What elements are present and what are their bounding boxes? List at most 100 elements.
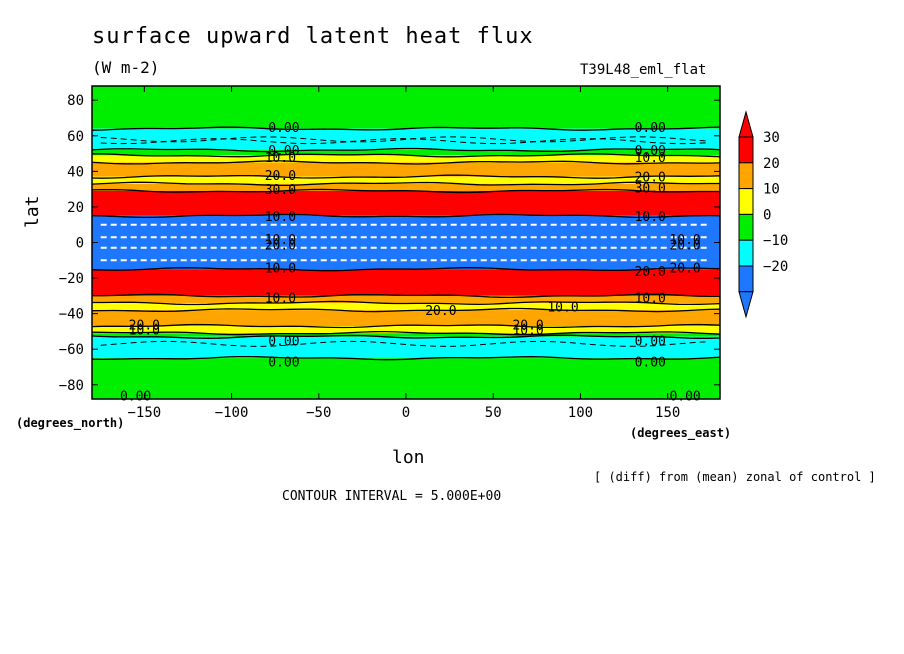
contour-label-28: 0.00 bbox=[635, 334, 666, 349]
contour-label-14: 20.0 bbox=[265, 238, 296, 253]
lat-band-16 bbox=[92, 358, 720, 399]
contour-label-23: 20.0 bbox=[129, 318, 160, 333]
contour-label-4: 10.0 bbox=[265, 151, 296, 166]
contour-interval: CONTOUR INTERVAL = 5.000E+00 bbox=[282, 489, 502, 504]
contour-label-22: 20.0 bbox=[425, 304, 456, 319]
lat-band-3 bbox=[92, 155, 720, 163]
contour-label-7: 20.0 bbox=[635, 171, 666, 186]
contour-lines-group bbox=[91, 126, 721, 361]
lat-band-4 bbox=[92, 162, 720, 177]
contour-line-4 bbox=[91, 174, 721, 179]
y-tick-label: −80 bbox=[59, 378, 84, 394]
colorbar-low-arrow bbox=[738, 291, 754, 319]
y-tick-label: 0 bbox=[76, 236, 84, 252]
contour-label-6: 20.0 bbox=[265, 169, 296, 184]
y-tick-label: −20 bbox=[59, 271, 84, 287]
y-unit-label: (degrees_north) bbox=[16, 416, 125, 430]
colorbar-segment-1 bbox=[738, 162, 754, 190]
contour-line-15 bbox=[91, 355, 721, 361]
x-axis-label: lon bbox=[392, 447, 425, 468]
chart-units: (W m-2) bbox=[92, 58, 160, 77]
contour-label-29: 0.00 bbox=[268, 356, 299, 371]
dashed-contour-1 bbox=[100, 138, 708, 145]
y-tick-label: 40 bbox=[67, 164, 84, 180]
y-tick-label: 60 bbox=[67, 129, 84, 145]
diff-note: [ (diff) from (mean) zonal of control ] bbox=[594, 470, 876, 484]
lat-band-12 bbox=[92, 310, 720, 327]
x-unit-label: (degrees_east) bbox=[630, 426, 732, 440]
contour-label-10: 10.0 bbox=[265, 210, 296, 225]
contour-line-3 bbox=[91, 160, 721, 165]
x-tick-label: 50 bbox=[485, 405, 502, 421]
colorbar-segment-5 bbox=[738, 265, 754, 293]
contour-label-17: 20.0 bbox=[635, 265, 666, 280]
lat-band-11 bbox=[92, 302, 720, 311]
y-tick-label: 80 bbox=[67, 93, 84, 109]
y-ticks-group: 80 60 40 20 0 −20 −40 −60 −80 bbox=[59, 93, 720, 394]
contour-label-24: 20.0 bbox=[512, 318, 543, 333]
colorbar-high-arrow bbox=[738, 110, 754, 138]
x-tick-label: −100 bbox=[215, 405, 249, 421]
colorbar-label: −10 bbox=[763, 233, 788, 249]
colorbar-segment-0 bbox=[738, 136, 754, 164]
y-tick-label: −60 bbox=[59, 342, 84, 358]
contour-label-26: 10.0 bbox=[512, 324, 543, 339]
contour-line-14 bbox=[91, 334, 721, 339]
contour-label-31: 0.00 bbox=[120, 389, 151, 404]
lat-band-6 bbox=[92, 183, 720, 191]
contour-line-2 bbox=[91, 153, 721, 158]
contour-line-6 bbox=[91, 188, 720, 194]
lat-band-15 bbox=[92, 336, 720, 359]
contour-label-32: 0.00 bbox=[669, 389, 700, 404]
contour-line-9 bbox=[92, 293, 720, 299]
lat-band-0 bbox=[92, 86, 720, 129]
colorbar-label: 20 bbox=[763, 156, 780, 172]
x-tick-label: 150 bbox=[655, 405, 680, 421]
model-label: T39L48_eml_flat bbox=[580, 62, 707, 78]
contour-label-16: 10.0 bbox=[265, 261, 296, 276]
contour-label-12: 10.0 bbox=[265, 233, 296, 248]
lat-band-13 bbox=[92, 326, 720, 334]
colorbar-segment-3 bbox=[738, 213, 754, 241]
contour-label-8: 30.0 bbox=[265, 183, 296, 198]
colorbar-segment-4 bbox=[738, 239, 754, 267]
contour-label-11: 10.0 bbox=[635, 210, 666, 225]
lat-band-5 bbox=[92, 176, 720, 184]
x-ticks-group: −150 −100 −50 0 50 100 150 bbox=[127, 86, 680, 421]
contour-label-20: 10.0 bbox=[635, 292, 666, 307]
colorbar-label: 10 bbox=[763, 182, 780, 198]
colorbar-label: −20 bbox=[763, 259, 788, 275]
contour-line-10 bbox=[92, 300, 721, 306]
contour-label-21: 10.0 bbox=[547, 301, 578, 316]
dashed-contour-0 bbox=[100, 136, 708, 143]
x-tick-label: 0 bbox=[402, 405, 410, 421]
contour-label-25: 10.0 bbox=[129, 324, 160, 339]
lat-band-7 bbox=[92, 190, 720, 216]
lat-band-9 bbox=[92, 269, 720, 296]
contour-label-2: 0.00 bbox=[268, 144, 299, 159]
contour-label-15: 20.0 bbox=[669, 238, 700, 253]
lat-band-10 bbox=[92, 295, 720, 303]
contour-line-0 bbox=[91, 126, 721, 131]
contour-label-1: 0.00 bbox=[635, 121, 666, 136]
x-tick-label: −50 bbox=[306, 405, 331, 421]
contour-label-30: 0.00 bbox=[635, 356, 666, 371]
contour-line-13 bbox=[91, 330, 721, 336]
y-tick-label: −40 bbox=[59, 307, 84, 323]
contour-line-12 bbox=[91, 323, 721, 329]
contour-label-3: 0.00 bbox=[635, 144, 666, 159]
contour-label-13: 10.0 bbox=[669, 233, 700, 248]
contour-label-9: 30.0 bbox=[635, 181, 666, 196]
contour-label-5: 10.0 bbox=[635, 151, 666, 166]
contour-label-27: 0.00 bbox=[268, 334, 299, 349]
contour-line-1 bbox=[91, 147, 721, 153]
contour-line-11 bbox=[91, 307, 721, 313]
lat-band-14 bbox=[92, 333, 720, 337]
x-tick-label: 100 bbox=[568, 405, 593, 421]
contour-label-18: 20.0 bbox=[669, 261, 700, 276]
x-tick-label: −150 bbox=[127, 405, 161, 421]
contour-line-7 bbox=[91, 213, 721, 219]
contour-label-19: 10.0 bbox=[265, 292, 296, 307]
lat-bands-group bbox=[92, 86, 720, 399]
